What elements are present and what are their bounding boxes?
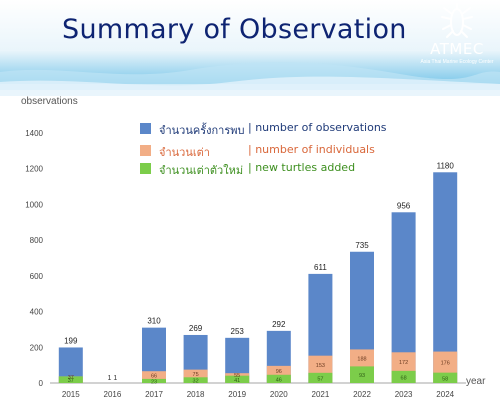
data-label-new-turtles: 23 [151, 379, 157, 385]
bar-new-turtles [391, 370, 416, 383]
x-tick-label: 2016 [104, 390, 122, 399]
bar-new-turtles [183, 377, 208, 383]
x-tick-label: 2021 [312, 390, 330, 399]
data-label-individuals: 153 [316, 363, 325, 369]
legend-label-thai: จำนวนครั้งการพบ [159, 124, 245, 137]
data-label-new-turtles: 58 [442, 376, 448, 382]
logo-wordmark: ATMEC [430, 40, 484, 58]
page-title: Summary of Observation [62, 14, 407, 45]
y-axis-label: observations [21, 96, 78, 107]
atmec-logo: ATMEC Asia Thai Marine Ecology Center [414, 2, 500, 70]
legend-swatch [140, 163, 151, 174]
y-tick-label: 400 [30, 308, 44, 317]
x-tick-label: 2019 [228, 390, 246, 399]
bar-new-turtles [142, 378, 166, 383]
bar-new-turtles [433, 372, 458, 383]
logo-subtitle: Asia Thai Marine Ecology Center [420, 59, 494, 65]
y-tick-label: 1400 [25, 129, 43, 138]
data-label-observations: 1180 [437, 161, 455, 170]
legend-label-en: | number of observations [248, 121, 387, 134]
x-tick-label: 2022 [353, 390, 371, 399]
x-tick-label: 2018 [187, 390, 205, 399]
y-tick-label: 1200 [25, 165, 43, 174]
data-label-new-turtles: 93 [359, 373, 365, 379]
bar-new-turtles [308, 372, 333, 383]
x-tick-label: 2024 [436, 390, 454, 399]
legend-label-en: | number of individuals [248, 143, 375, 156]
data-label-new-turtles: 68 [401, 375, 407, 381]
bar-new-turtles [58, 376, 83, 383]
data-label-new-turtles: 32 [193, 379, 199, 385]
legend-label-en: | new turtles added [248, 161, 356, 174]
legend-label-thai: จำนวนเต่าตัวใหม่ [159, 164, 244, 177]
bar-new-turtles [350, 366, 374, 383]
legend-label-thai: จำนวนเต่า [159, 146, 210, 159]
data-label-individuals: 172 [399, 360, 408, 366]
y-tick-label: 200 [30, 343, 44, 352]
data-label-observations: 611 [314, 263, 327, 272]
x-tick-label: 2017 [145, 390, 163, 399]
data-label-individuals: 96 [276, 369, 282, 375]
data-label-observations: 310 [147, 317, 161, 326]
bar-observations [433, 172, 458, 383]
y-tick-label: 800 [30, 236, 44, 245]
bar-individuals [142, 371, 166, 383]
data-label-new-turtles: 41 [234, 378, 240, 384]
bar-new-turtles [266, 374, 291, 383]
data-label-individuals: 188 [357, 356, 366, 362]
x-tick-label: 2015 [62, 390, 80, 399]
legend-swatch [140, 123, 151, 134]
data-label-new-turtles: 37 [68, 378, 74, 384]
data-label-new-turtles: 57 [317, 376, 323, 382]
x-tick-label: 2023 [395, 390, 413, 399]
data-label-individuals: 176 [441, 361, 450, 367]
data-label-individuals: 75 [193, 372, 199, 378]
data-label-observations: 269 [189, 324, 203, 333]
data-label-individuals: 66 [151, 374, 157, 380]
legend-swatch [140, 145, 151, 156]
data-label-individuals: 55 [234, 373, 240, 379]
data-label-observations: 199 [64, 336, 78, 345]
bar-new-turtles [225, 375, 250, 383]
y-tick-label: 600 [30, 272, 44, 281]
data-label-individuals: 37 [68, 375, 74, 381]
data-label-observations: 956 [397, 201, 411, 210]
x-axis-label: year [466, 376, 486, 387]
y-tick-label: 1000 [25, 200, 43, 209]
data-label-observations: 253 [231, 327, 245, 336]
data-label-new-turtles: 46 [276, 377, 282, 383]
x-tick-label: 2020 [270, 390, 288, 399]
data-label-observations: 735 [355, 241, 369, 250]
sea-turtle-icon [441, 3, 473, 38]
y-tick-label: 0 [39, 379, 44, 388]
data-label: 1 1 [108, 375, 118, 382]
data-label-observations: 292 [272, 320, 286, 329]
